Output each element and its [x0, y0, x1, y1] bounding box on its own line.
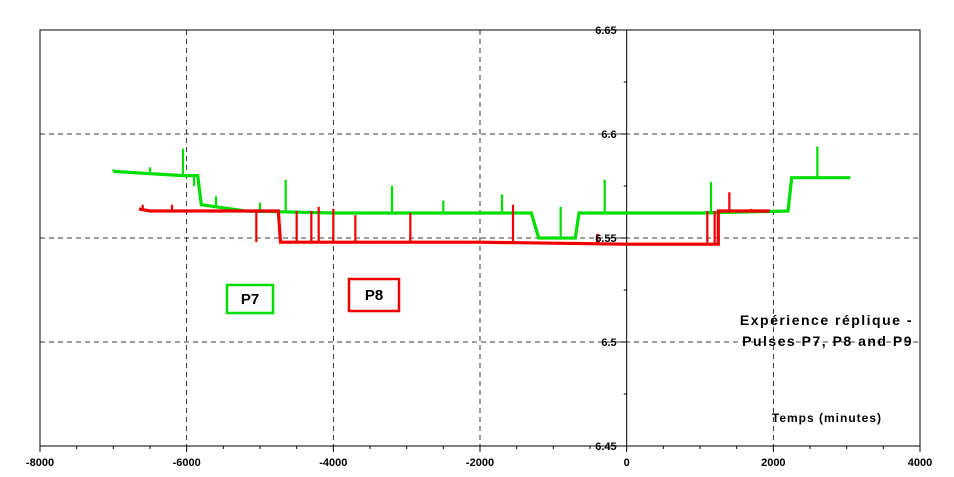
x-tick-label: -8000 — [26, 457, 54, 469]
x-tick-label: 0 — [624, 457, 630, 469]
legend-box-p8-label: P8 — [365, 287, 383, 304]
chart-title-line-1: Expérience réplique - — [740, 312, 913, 328]
series-layer — [112, 146, 851, 246]
legend-box-p7-label: P7 — [241, 291, 259, 308]
chart-title-line-2: Pulses P7, P8 and P9 — [742, 333, 913, 349]
x-tick-label: -4000 — [319, 457, 347, 469]
x-tick-label: -6000 — [173, 457, 201, 469]
x-axis-label: Temps (minutes) — [772, 411, 882, 425]
legend-box-p8: P8 — [347, 277, 401, 313]
y-tick-label: 6.5 — [601, 337, 616, 349]
y-tick-label: 6.6 — [601, 129, 616, 141]
x-tick-label: -2000 — [466, 457, 494, 469]
x-tick-label: 4000 — [908, 457, 932, 469]
y-tick-label: 6.55 — [595, 233, 616, 245]
tick-labels: -8000 -6000 -4000 -2000 0 2000 4000 6.45 6.5 6.55… — [26, 25, 932, 469]
legend-box-p8-frame — [347, 277, 401, 313]
legend-box-p7: P7 — [225, 283, 275, 315]
y-tick-label: 6.45 — [595, 441, 616, 453]
legend-box-p7-frame — [225, 283, 275, 315]
axes — [39, 29, 921, 452]
series-p8 — [138, 192, 770, 246]
y-tick-label: 6.65 — [595, 25, 616, 37]
x-tick-label: 2000 — [761, 457, 785, 469]
series-p8-line — [138, 207, 770, 246]
